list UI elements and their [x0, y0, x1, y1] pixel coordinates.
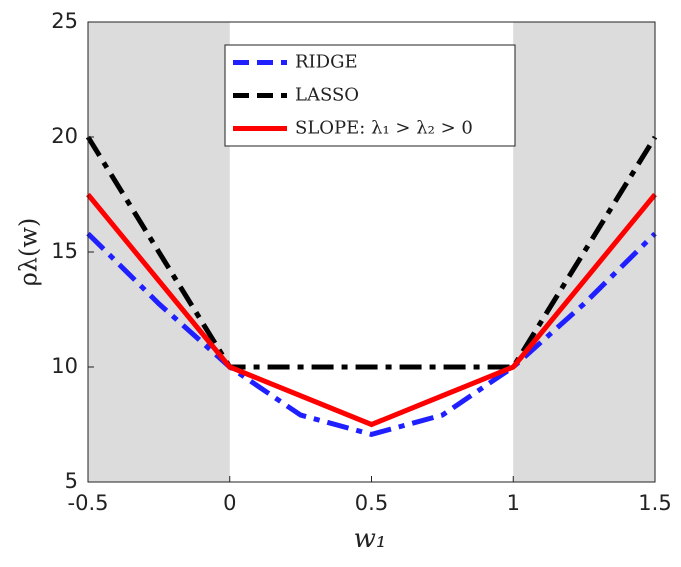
x-axis-label: w₁	[354, 524, 387, 554]
shaded-region	[513, 22, 655, 482]
legend-label: RIDGE	[295, 52, 358, 73]
legend-label: LASSO	[295, 85, 359, 106]
series-line	[86, 231, 657, 437]
x-tick-label: 1.5	[638, 491, 671, 515]
y-axis-label: ρλ(w)	[15, 218, 43, 287]
x-tick-label: 1	[507, 491, 520, 515]
series-line	[85, 135, 658, 370]
series-line	[86, 192, 657, 428]
y-tick-label: 5	[65, 469, 78, 493]
x-tick-label: -0.5	[68, 491, 109, 515]
x-tick-label: 0	[223, 491, 236, 515]
legend-label: SLOPE: λ₁ > λ₂ > 0	[295, 118, 473, 139]
y-tick-label: 15	[51, 239, 78, 263]
y-tick-label: 20	[51, 124, 78, 148]
x-tick-label: 0.5	[355, 491, 388, 515]
y-tick-label: 10	[51, 354, 78, 378]
y-tick-label: 25	[51, 9, 78, 33]
background-layer	[88, 22, 655, 482]
